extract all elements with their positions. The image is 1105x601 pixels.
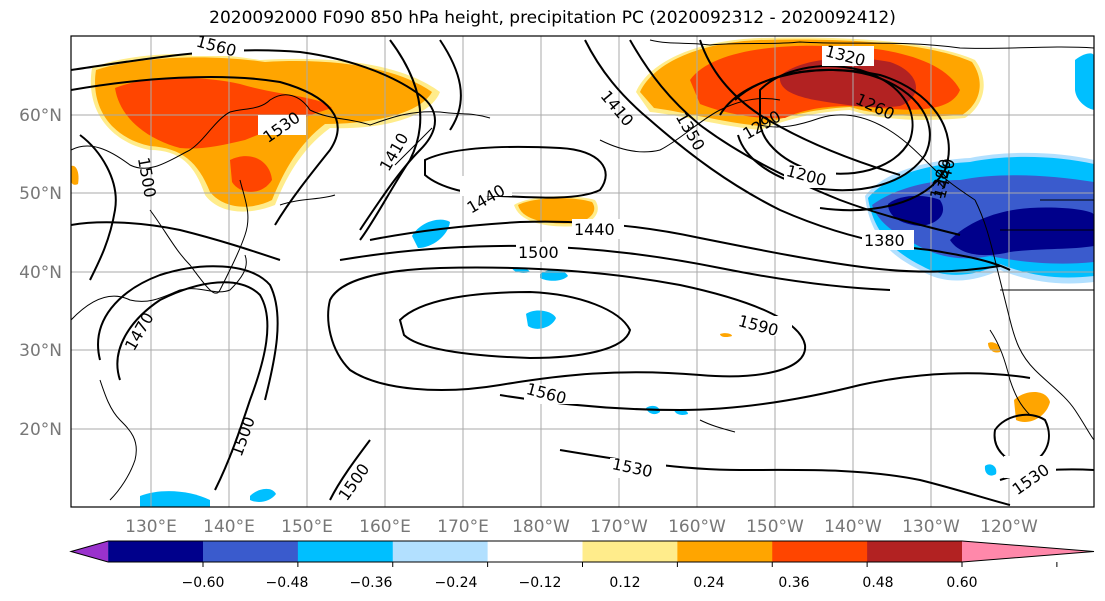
lon-label: 140°E <box>203 517 255 537</box>
lon-label: 150°W <box>746 517 804 537</box>
lon-label: 130°E <box>125 517 177 537</box>
colorbar-segment <box>677 541 773 562</box>
contour-label: 1380 <box>864 231 905 250</box>
colorbar-tick-label: −0.36 <box>350 575 393 591</box>
colorbar-segment <box>867 541 963 562</box>
colorbar-tick-label: 0.24 <box>693 575 724 591</box>
colorbar-segment <box>772 541 868 562</box>
colorbar-segment <box>487 541 583 562</box>
lon-label: 170°W <box>590 517 648 537</box>
colorbar-outline <box>69 540 1095 563</box>
lat-label: 30°N <box>19 341 62 361</box>
colorbar: −0.60 −0.48 −0.36 −0.24 −0.12 0.12 0.24 … <box>69 540 1095 591</box>
colorbar-tick-label: −0.48 <box>266 575 309 591</box>
colorbar-tick-label: −0.60 <box>182 575 225 591</box>
colorbar-segment <box>582 541 678 562</box>
shade-pos-west <box>71 165 79 185</box>
shade-neg-8 <box>140 491 210 507</box>
lon-label: 130°W <box>902 517 960 537</box>
colorbar-tick-label: 0.12 <box>609 575 640 591</box>
latitude-labels: 60°N 50°N 40°N 30°N 20°N <box>19 106 62 440</box>
lon-label: 180°W <box>512 517 570 537</box>
lat-label: 60°N <box>19 106 62 126</box>
shade-neg-1 <box>412 219 450 248</box>
height-contours <box>71 39 1094 506</box>
lat-label: 20°N <box>19 420 62 440</box>
lon-label: 170°E <box>437 517 489 537</box>
lat-label: 40°N <box>19 263 62 283</box>
lon-label: 120°W <box>980 517 1038 537</box>
colorbar-tick-label: 0.60 <box>946 575 977 591</box>
shade-midpacific-orange <box>518 198 595 224</box>
lon-label: 160°E <box>359 517 411 537</box>
shade-pnw-navy <box>888 195 944 226</box>
longitude-labels: 130°E 140°E 150°E 160°E 170°E 180°W 170°… <box>125 517 1038 537</box>
colorbar-tick-label: −0.12 <box>519 575 562 591</box>
shade-neg-10 <box>1075 53 1094 110</box>
colorbar-segment <box>108 541 204 562</box>
colorbar-tick-label: −0.24 <box>435 575 478 591</box>
coastlines <box>71 39 1094 501</box>
colorbar-extend-low <box>71 541 109 562</box>
contour-label: 1440 <box>574 220 615 239</box>
shade-okhotsk-red <box>115 77 332 149</box>
shade-neg-7 <box>984 464 997 476</box>
lon-label: 140°W <box>824 517 882 537</box>
lon-label: 150°E <box>281 517 333 537</box>
colorbar-tick-label: 0.36 <box>778 575 809 591</box>
lon-label: 160°W <box>668 517 726 537</box>
lat-label: 50°N <box>19 184 62 204</box>
map-frame <box>70 35 1095 508</box>
map-title: 2020092000 F090 850 hPa height, precipit… <box>209 8 896 28</box>
colorbar-extend-high <box>962 541 1094 562</box>
colorbar-tick-label: 0.48 <box>862 575 893 591</box>
shade-pos-dot <box>720 333 732 338</box>
precipitation-shading <box>71 37 1094 507</box>
colorbar-segment <box>297 541 394 562</box>
shade-pnw-navy-2 <box>950 207 1094 256</box>
shade-neg-9 <box>250 488 276 502</box>
contour-label: 1500 <box>518 243 559 262</box>
colorbar-segment <box>392 541 489 562</box>
colorbar-segment <box>203 541 299 562</box>
